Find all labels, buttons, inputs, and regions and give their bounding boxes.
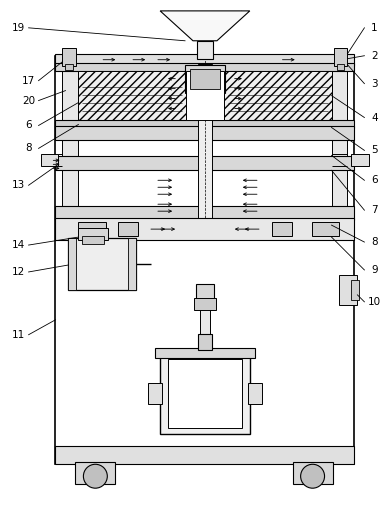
Bar xyxy=(62,63,78,131)
Text: 11: 11 xyxy=(12,330,25,340)
Bar xyxy=(65,63,73,70)
Text: 9: 9 xyxy=(371,265,377,275)
Bar xyxy=(196,284,214,300)
Bar xyxy=(198,334,212,349)
Text: 4: 4 xyxy=(371,112,377,123)
Bar xyxy=(75,462,115,484)
Bar xyxy=(78,228,108,240)
Circle shape xyxy=(83,464,107,488)
Bar xyxy=(194,298,216,310)
Bar xyxy=(148,383,162,405)
Bar xyxy=(56,56,354,464)
Text: 19: 19 xyxy=(12,23,25,33)
Text: 2: 2 xyxy=(371,51,377,61)
Bar xyxy=(332,127,347,220)
Bar xyxy=(56,54,354,66)
Bar xyxy=(78,71,186,121)
Polygon shape xyxy=(160,11,250,41)
Text: 5: 5 xyxy=(371,146,377,155)
Bar xyxy=(155,348,255,358)
Bar xyxy=(56,446,354,464)
Bar xyxy=(40,154,58,166)
Text: 8: 8 xyxy=(25,144,32,153)
Text: 13: 13 xyxy=(12,180,25,190)
Text: 1: 1 xyxy=(371,23,377,33)
Text: 12: 12 xyxy=(12,267,25,277)
Bar xyxy=(293,462,332,484)
Bar xyxy=(186,71,224,121)
Bar xyxy=(352,280,359,300)
Bar xyxy=(56,157,354,171)
Bar xyxy=(56,63,354,71)
Bar xyxy=(200,305,210,355)
Bar xyxy=(168,359,242,428)
Bar xyxy=(56,126,354,140)
Bar xyxy=(312,222,339,236)
Bar xyxy=(160,353,250,434)
Text: 10: 10 xyxy=(368,297,381,307)
Bar xyxy=(62,127,78,220)
Bar xyxy=(82,236,104,244)
Text: 6: 6 xyxy=(371,175,377,185)
Bar xyxy=(69,238,76,290)
Bar xyxy=(336,63,345,70)
Bar xyxy=(56,206,354,220)
Bar xyxy=(78,222,106,236)
Text: 14: 14 xyxy=(12,240,25,250)
Text: 7: 7 xyxy=(371,205,377,215)
Bar xyxy=(224,71,332,121)
Text: 6: 6 xyxy=(25,121,32,131)
Text: 8: 8 xyxy=(371,237,377,247)
Bar xyxy=(272,222,292,236)
Bar xyxy=(69,238,136,290)
Bar xyxy=(339,275,358,305)
Text: 17: 17 xyxy=(22,75,35,86)
Bar xyxy=(62,48,76,66)
Bar xyxy=(248,383,262,405)
Bar xyxy=(352,154,369,166)
Bar xyxy=(56,218,354,240)
Text: 20: 20 xyxy=(22,96,35,106)
Bar xyxy=(198,63,212,225)
Bar xyxy=(185,64,225,93)
Bar xyxy=(128,238,136,290)
Bar xyxy=(197,41,213,59)
Bar xyxy=(334,48,347,66)
Bar xyxy=(56,121,354,128)
Circle shape xyxy=(301,464,325,488)
Bar xyxy=(332,63,347,131)
Bar xyxy=(118,222,138,236)
Bar xyxy=(190,69,220,88)
Text: 3: 3 xyxy=(371,79,377,88)
